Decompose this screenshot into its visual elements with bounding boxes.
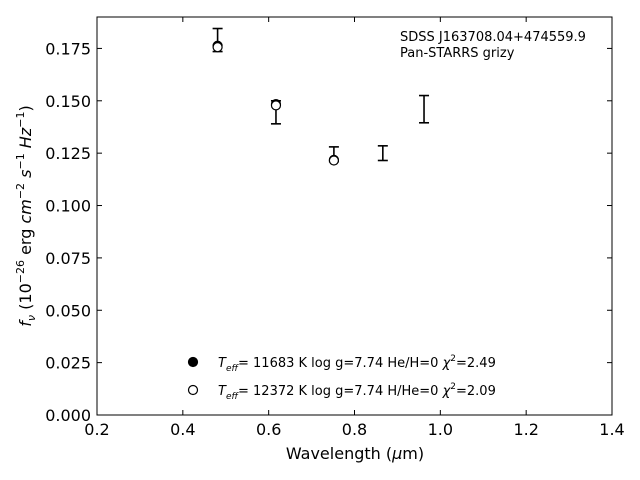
model-point-open [212,42,223,53]
x-tick-label: 1.2 [513,420,538,439]
x-axis-label: Wavelength (μm) [286,444,424,463]
x-tick-label: 1.4 [599,420,624,439]
model-point-open [270,100,282,111]
x-tick-label: 0.2 [84,420,109,439]
x-tick-label: 1.0 [428,420,453,439]
x-tick-label: 0.4 [170,420,195,439]
legend-marker [187,356,199,368]
observed-errorbar [419,94,430,124]
annotation: SDSS J163708.04+474559.9 Pan-STARRS griz… [400,30,586,61]
plot-area [212,27,430,166]
y-tick-label: 0.025 [45,354,91,373]
y-tick-label: 0.050 [45,301,91,320]
y-tick-label: 0.125 [45,144,91,163]
x-tick-label: 0.6 [256,420,281,439]
model-point-open [328,155,339,166]
x-tick-label: 0.8 [342,420,367,439]
y-tick-label: 0.175 [45,39,91,58]
legend-entry: Teff= 12372 K log g=7.74 H/He=0 χ2=2.09 [218,382,496,402]
y-axis-label: fν (10−26 erg cm−2 s−1 Hz−1) [14,105,38,326]
axes: 0.2 0.4 0.6 0.8 1.0 1.2 1.4 0.000 0.025 0.050 0.07… [45,16,625,439]
observed-errorbar [377,145,388,162]
y-tick-label: 0.100 [45,197,91,216]
annotation-object-name: SDSS J163708.04+474559.9 [400,30,586,45]
annotation-survey: Pan-STARRS grizy [400,46,515,61]
legend-marker [187,384,199,396]
y-tick-label: 0.000 [45,406,91,425]
legend: Teff= 11683 K log g=7.74 He/H=0 χ2=2.49 T… [187,354,496,402]
y-tick-label: 0.075 [45,249,91,268]
y-tick-label: 0.150 [45,92,91,111]
legend-entry: Teff= 11683 K log g=7.74 He/H=0 χ2=2.49 [218,354,496,374]
